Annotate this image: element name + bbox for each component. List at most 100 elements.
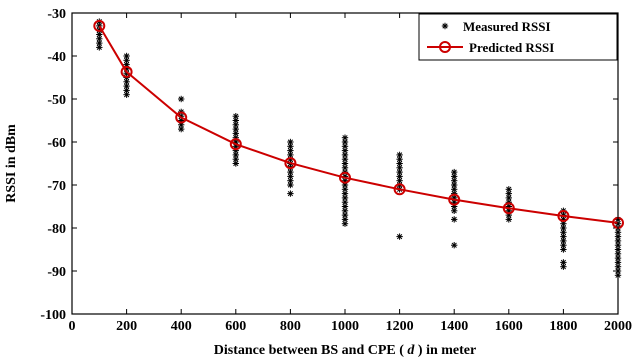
measured-point — [560, 242, 567, 249]
measured-point — [232, 151, 239, 159]
measured-point — [232, 117, 239, 124]
measured-point — [341, 203, 349, 210]
star-stroke — [233, 117, 239, 124]
measured-point — [396, 160, 403, 167]
legend-predicted-label: Predicted RSSI — [469, 40, 554, 55]
star-stroke — [233, 160, 239, 167]
predicted-rssi-series — [93, 19, 624, 229]
star-stroke — [287, 190, 294, 197]
measured-point — [341, 186, 349, 193]
star-stroke — [342, 152, 348, 158]
star-stroke — [342, 190, 348, 197]
star-stroke — [342, 221, 348, 227]
predicted-point — [393, 183, 406, 196]
star-stroke — [233, 152, 239, 158]
star-stroke — [342, 208, 348, 214]
x-tick-label: 1000 — [331, 319, 359, 334]
measured-point — [341, 134, 349, 141]
star-stroke — [287, 143, 294, 149]
x-tick-label: 1800 — [549, 319, 577, 334]
star-stroke — [560, 225, 567, 231]
star-stroke — [123, 57, 130, 63]
star-stroke — [396, 169, 403, 175]
predicted-point — [120, 65, 133, 78]
star-stroke — [451, 208, 457, 214]
star-stroke — [178, 126, 184, 132]
star-stroke — [287, 147, 294, 154]
star-stroke — [287, 182, 294, 188]
y-tick-label: -90 — [47, 265, 66, 280]
predicted-point — [339, 171, 351, 184]
legend-predicted-circle — [439, 41, 451, 53]
star-stroke — [287, 139, 294, 145]
measured-point — [287, 138, 294, 146]
star-stroke — [96, 40, 102, 46]
x-tick-label: 2000 — [604, 319, 632, 334]
star-stroke — [451, 173, 457, 180]
predicted-point — [93, 19, 106, 32]
star-stroke — [233, 130, 239, 137]
measured-point — [396, 233, 403, 240]
star-stroke — [342, 165, 348, 171]
measured-point — [123, 57, 130, 64]
star-stroke — [560, 246, 567, 253]
x-tick-label: 200 — [116, 319, 137, 334]
measured-point — [123, 78, 130, 85]
measured-point — [560, 246, 567, 253]
measured-point — [451, 242, 458, 249]
measured-point — [287, 168, 294, 176]
measured-point — [451, 216, 458, 223]
star-stroke — [560, 229, 567, 235]
measured-point — [560, 263, 567, 270]
star-stroke — [123, 92, 130, 98]
star-stroke — [396, 160, 403, 167]
star-stroke — [342, 212, 348, 218]
star-stroke — [233, 156, 239, 162]
star-stroke — [342, 135, 348, 141]
y-tick-label: -30 — [47, 7, 66, 22]
x-tick-label: 400 — [171, 319, 192, 334]
star-stroke — [123, 87, 130, 94]
star-stroke — [342, 199, 348, 205]
star-stroke — [451, 169, 457, 175]
star-stroke — [560, 221, 567, 227]
star-stroke — [233, 113, 239, 119]
legend-measured-label: Measured RSSI — [463, 19, 551, 34]
x-axis-label-variable: d — [407, 343, 415, 358]
plot-frame — [71, 12, 619, 315]
legend: Measured RSSI Predicted RSSI — [418, 13, 618, 61]
predicted-point — [175, 111, 188, 124]
measured-point — [232, 125, 239, 133]
predicted-line — [98, 25, 619, 224]
star-stroke — [178, 96, 184, 102]
predicted-point — [502, 202, 515, 215]
measured-point — [505, 186, 512, 193]
star-stroke — [287, 169, 294, 175]
star-stroke — [451, 178, 457, 184]
star-stroke — [396, 156, 403, 162]
star-stroke — [123, 79, 130, 85]
predicted-point — [229, 138, 242, 151]
legend-measured-star — [441, 22, 449, 30]
x-tick-label: 800 — [280, 319, 301, 334]
star-stroke — [442, 23, 448, 29]
star-stroke — [342, 139, 348, 145]
star-stroke — [396, 165, 403, 171]
star-stroke — [451, 186, 457, 192]
star-stroke — [287, 173, 294, 180]
x-tick-label: 1600 — [495, 319, 523, 334]
y-tick-label: -80 — [47, 222, 66, 237]
star-stroke — [233, 126, 239, 132]
star-stroke — [560, 238, 567, 244]
predicted-point — [557, 209, 570, 222]
star-stroke — [396, 173, 403, 180]
legend-measured-marker — [441, 22, 449, 30]
measured-point — [123, 91, 130, 98]
x-axis-label-part-1: Distance between BS and CPE ( — [214, 343, 408, 358]
star-stroke — [342, 203, 348, 210]
measured-point — [341, 138, 349, 146]
x-tick-label: 0 — [69, 319, 76, 334]
star-stroke — [123, 53, 130, 59]
star-stroke — [506, 216, 512, 223]
star-stroke — [506, 195, 512, 201]
